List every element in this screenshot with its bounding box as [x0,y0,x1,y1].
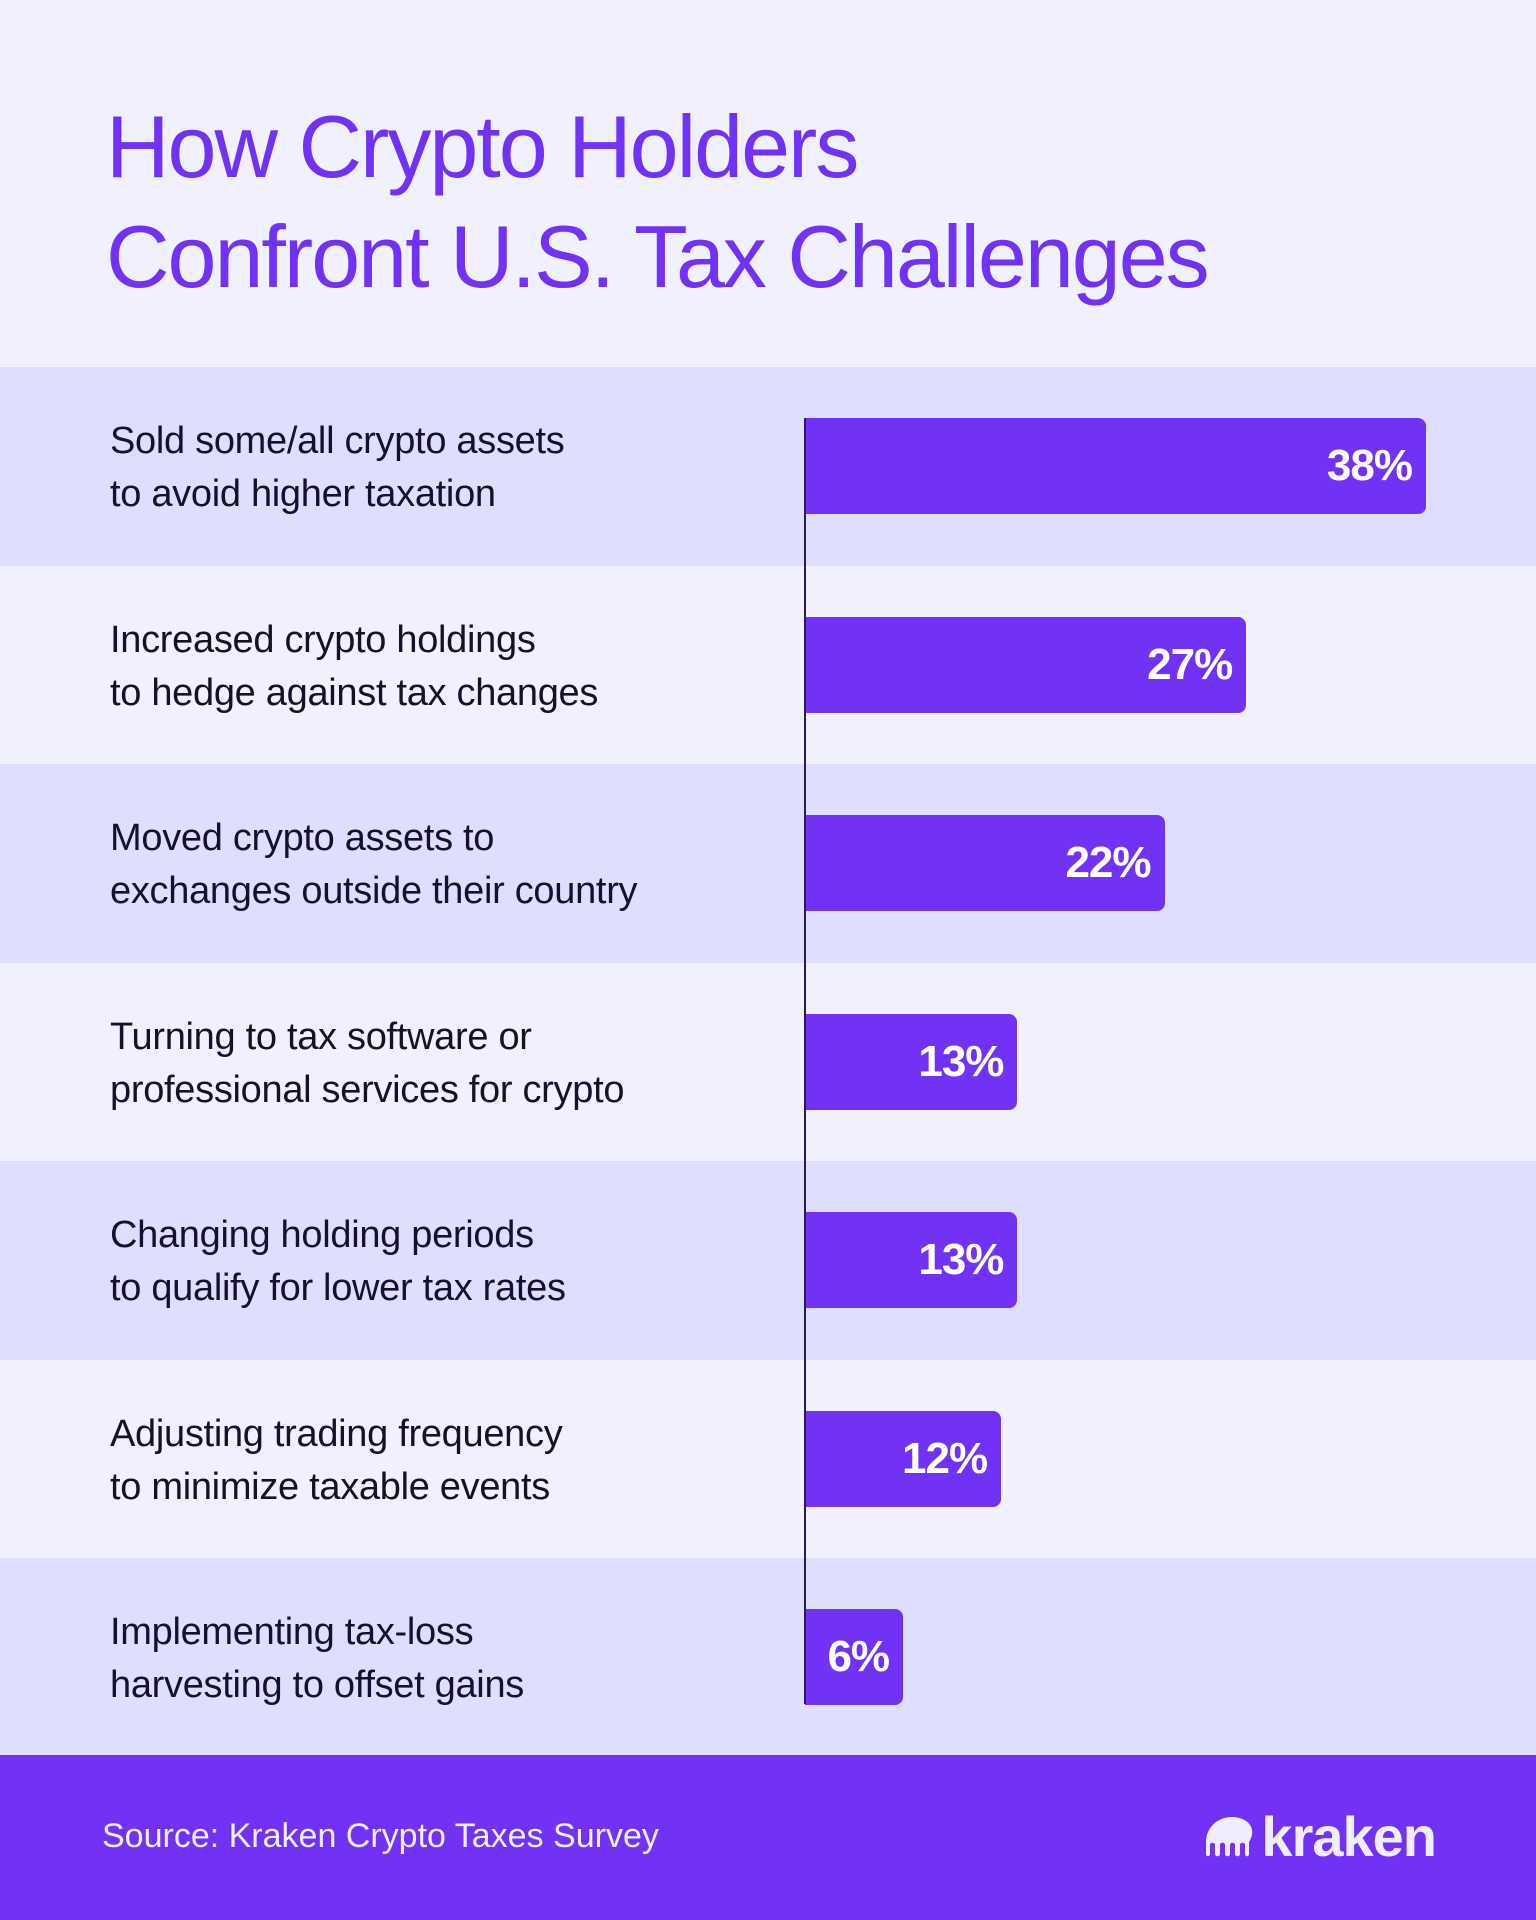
category-label-line: to avoid higher taxation [110,473,496,515]
category-label: Changing holding periods to qualify for l… [110,1209,566,1315]
chart-row: Turning to tax software or professional s… [0,963,1536,1162]
bar: 27% [805,616,1247,713]
kraken-logo: kraken [1203,1805,1437,1868]
bar: 6% [805,1609,904,1705]
data-label: 6% [827,1632,890,1681]
category-label-line: Implementing tax-loss [110,1611,474,1653]
chart-row: Moved crypto assets to exchanges outside … [0,764,1536,963]
category-label-line: harvesting to offset gains [110,1664,524,1706]
bar-chart: Sold some/all crypto assets to avoid high… [0,367,1536,1757]
data-label: 12% [902,1433,988,1483]
category-label-line: Adjusting trading frequency [110,1412,563,1455]
chart-row: Implementing tax-loss harvesting to offse… [0,1558,1536,1757]
chart-row: Changing holding periods to qualify for l… [0,1161,1536,1360]
category-label-line: to qualify for lower tax rates [110,1267,566,1309]
category-label: Adjusting trading frequency to minimize t… [110,1408,563,1514]
kraken-octopus-icon [1206,1817,1253,1857]
bar: 13% [805,1013,1018,1110]
category-label-line: Changing holding periods [110,1214,534,1256]
chart-row: Increased crypto holdings to hedge agains… [0,566,1536,765]
bar: 13% [805,1212,1018,1308]
bar: 22% [805,815,1165,911]
data-label: 22% [1065,838,1151,887]
title-line-2: Confront U.S. Tax Challenges [106,207,1210,306]
data-label: 27% [1147,639,1233,689]
data-label: 13% [918,1036,1004,1086]
data-label: 38% [1326,441,1413,490]
category-label-line: professional services for crypto [110,1068,625,1111]
kraken-wordmark: kraken [1261,1805,1437,1868]
category-label-line: Sold some/all crypto assets [110,420,565,462]
category-label: Implementing tax-loss harvesting to offse… [110,1606,524,1712]
y-axis-line [804,418,806,1704]
category-label: Moved crypto assets to exchanges outside … [110,812,638,918]
category-label-line: Increased crypto holdings [110,618,536,661]
source-note: Source: Kraken Crypto Taxes Survey [102,1817,659,1855]
chart-title: How Crypto Holders Confront U.S. Tax Cha… [106,92,1210,312]
category-label-line: to hedge against tax changes [110,671,599,714]
category-label-line: exchanges outside their country [110,870,638,912]
footer: Source: Kraken Crypto Taxes Survey krake… [0,1755,1536,1920]
chart-row: Sold some/all crypto assets to avoid high… [0,367,1536,566]
chart-row: Adjusting trading frequency to minimize t… [0,1360,1536,1559]
bar: 38% [805,418,1426,514]
category-label-line: to minimize taxable events [110,1465,550,1508]
data-label: 13% [918,1235,1004,1284]
title-line-1: How Crypto Holders [106,97,859,196]
category-label: Turning to tax software or professional s… [110,1011,624,1117]
category-label-line: Moved crypto assets to [110,817,495,859]
category-label: Increased crypto holdings to hedge agains… [110,614,598,720]
category-label: Sold some/all crypto assets to avoid high… [110,415,565,521]
bar: 12% [805,1410,1002,1507]
category-label-line: Turning to tax software or [110,1015,532,1058]
